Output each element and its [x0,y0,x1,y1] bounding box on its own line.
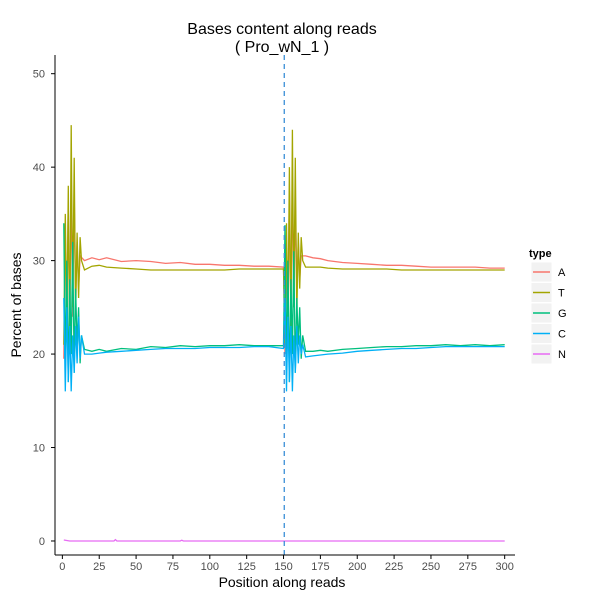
x-tick-label: 125 [237,561,255,573]
legend-title: type [529,248,552,260]
x-axis-title: Position along reads [219,574,346,590]
axis-ticks: 0 25 50 75 100 125 150 175 200 225 250 275 300 0 10 20 3… [33,69,514,573]
x-tick-label: 275 [459,561,477,573]
x-tick-label: 150 [274,561,292,573]
chart-subtitle: ( Pro_wN_1 ) [235,39,329,56]
legend-label-t: T [558,288,565,300]
legend-label-c: C [558,329,566,341]
legend-label-n: N [558,349,566,361]
x-tick-label: 75 [167,561,179,573]
y-tick-label: 20 [33,349,45,361]
x-tick-label: 250 [422,561,440,573]
y-tick-label: 30 [33,256,45,268]
series-line-n [63,538,505,542]
x-tick-label: 225 [385,561,403,573]
plot-area [63,55,505,555]
chart-title: Bases content along reads [187,21,376,38]
x-tick-label: 300 [495,561,513,573]
x-tick-label: 175 [311,561,329,573]
legend-label-a: A [558,267,566,279]
x-tick-label: 25 [93,561,105,573]
x-tick-label: 100 [201,561,219,573]
legend-label-g: G [558,308,567,320]
series-line-c [63,297,505,392]
x-tick-label: 0 [59,561,65,573]
x-tick-label: 200 [348,561,366,573]
y-tick-label: 0 [39,536,45,548]
y-tick-label: 40 [33,162,45,174]
y-tick-label: 50 [33,69,45,81]
x-tick-label: 50 [130,561,142,573]
y-axis-title: Percent of bases [8,252,24,357]
y-tick-label: 10 [33,443,45,455]
